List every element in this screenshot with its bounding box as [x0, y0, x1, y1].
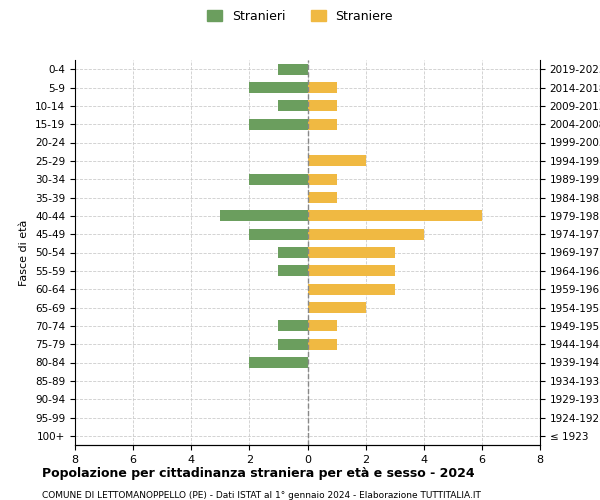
Bar — [250, 82, 308, 93]
Bar — [308, 118, 337, 130]
Bar — [250, 118, 308, 130]
Bar — [308, 338, 337, 349]
Bar — [308, 247, 395, 258]
Text: Popolazione per cittadinanza straniera per età e sesso - 2024: Popolazione per cittadinanza straniera p… — [42, 467, 475, 480]
Bar — [308, 100, 337, 112]
Bar — [250, 357, 308, 368]
Y-axis label: Fasce di età: Fasce di età — [19, 220, 29, 286]
Bar — [308, 228, 424, 239]
Bar — [278, 247, 308, 258]
Bar — [308, 210, 482, 222]
Bar — [308, 156, 365, 166]
Text: COMUNE DI LETTOMANOPPELLO (PE) - Dati ISTAT al 1° gennaio 2024 - Elaborazione TU: COMUNE DI LETTOMANOPPELLO (PE) - Dati IS… — [42, 491, 481, 500]
Bar — [308, 82, 337, 93]
Bar — [278, 266, 308, 276]
Bar — [308, 174, 337, 184]
Bar — [250, 228, 308, 239]
Legend: Stranieri, Straniere: Stranieri, Straniere — [203, 6, 397, 26]
Bar — [308, 284, 395, 294]
Bar — [308, 192, 337, 203]
Bar — [278, 100, 308, 112]
Bar — [278, 338, 308, 349]
Bar — [278, 64, 308, 74]
Bar — [308, 302, 365, 313]
Bar — [308, 320, 337, 332]
Bar — [278, 320, 308, 332]
Bar — [308, 266, 395, 276]
Bar — [220, 210, 308, 222]
Bar — [250, 174, 308, 184]
